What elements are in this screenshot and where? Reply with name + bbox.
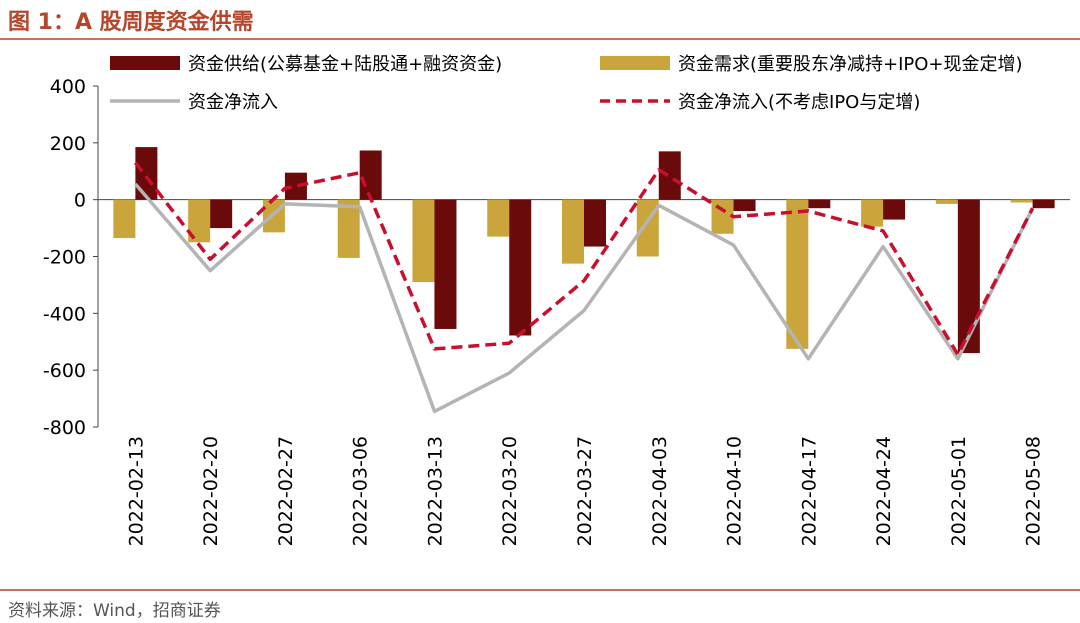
x-tick-label: 2022-02-20 — [200, 436, 222, 546]
bar-supply — [210, 199, 233, 229]
legend-swatch — [110, 56, 180, 70]
x-tick-label: 2022-04-03 — [649, 436, 671, 546]
x-tick-label: 2022-05-08 — [1023, 436, 1045, 546]
bar-demand — [487, 199, 510, 237]
bar-supply — [658, 151, 681, 200]
x-tick-label: 2022-03-06 — [350, 436, 372, 546]
bar-supply — [509, 199, 532, 336]
bar-supply — [359, 150, 382, 200]
x-tick-label: 2022-04-24 — [873, 436, 895, 546]
y-tick-label: 200 — [50, 133, 86, 155]
top-rule — [0, 38, 1080, 40]
bar-demand — [188, 199, 211, 243]
bar-supply — [434, 199, 457, 329]
bar-demand — [337, 199, 360, 258]
x-tick-label: 2022-03-27 — [574, 436, 596, 546]
bar-supply — [1032, 199, 1055, 209]
y-tick-label: -200 — [43, 247, 86, 269]
legend-label: 资金净流入 — [188, 92, 278, 113]
bar-supply — [584, 199, 606, 247]
legend-swatch — [600, 56, 670, 70]
x-tick-label: 2022-03-20 — [499, 436, 521, 546]
lines — [134, 161, 1035, 414]
bar-demand — [861, 199, 884, 227]
legend: 资金供给(公募基金+陆股通+融资资金) 资金需求(重要股东净减持+IPO+现金定增… — [110, 54, 1023, 113]
y-tick-label: -400 — [43, 303, 86, 325]
bar-demand — [113, 199, 136, 239]
legend-label: 资金需求(重要股东净减持+IPO+现金定增) — [678, 54, 1023, 75]
y-tick-label: -800 — [43, 417, 86, 439]
bar-demand — [1010, 199, 1033, 203]
bar-demand — [562, 199, 584, 264]
bars — [113, 147, 1055, 354]
legend-label: 资金供给(公募基金+陆股通+融资资金) — [188, 54, 502, 75]
bar-demand — [412, 199, 435, 283]
x-tick-label: 2022-03-13 — [424, 436, 446, 546]
bar-supply — [883, 199, 906, 220]
y-tick-label: -600 — [43, 360, 86, 382]
bar-supply — [957, 199, 980, 354]
chart: 资金供给(公募基金+陆股通+融资资金) 资金需求(重要股东净减持+IPO+现金定增… — [43, 54, 1070, 546]
y-tick-label: 400 — [50, 76, 86, 98]
bar-demand — [935, 199, 958, 204]
source-note: 资料来源：Wind，招商证券 — [8, 601, 221, 621]
bar-demand — [786, 199, 809, 349]
bar-supply — [135, 147, 158, 200]
x-tick-label: 2022-04-10 — [724, 436, 746, 546]
bar-supply — [733, 199, 756, 212]
bar-supply — [284, 172, 307, 200]
y-tick-label: 0 — [74, 190, 86, 212]
legend-label: 资金净流入(不考虑IPO与定增) — [678, 92, 920, 113]
line-net-inflow — [134, 182, 1035, 414]
line-net-inflow-ex-ipo — [134, 161, 1035, 357]
x-tick-label: 2022-04-17 — [798, 436, 820, 546]
figure-title: 图 1：A 股周度资金供需 — [8, 10, 254, 35]
x-tick-label: 2022-05-01 — [948, 436, 970, 546]
x-tick-labels: 2022-02-13 2022-02-20 2022-02-27 2022-03-06… — [125, 436, 1044, 546]
bar-supply — [808, 199, 831, 209]
x-tick-label: 2022-02-27 — [275, 436, 297, 546]
x-tick-label: 2022-02-13 — [125, 436, 147, 546]
bottom-rule — [0, 589, 1080, 591]
